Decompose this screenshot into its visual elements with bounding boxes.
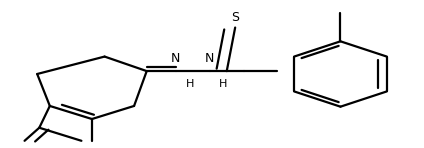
Text: N: N xyxy=(171,52,180,65)
Text: H: H xyxy=(185,79,194,89)
Text: H: H xyxy=(219,79,228,89)
Text: S: S xyxy=(231,11,239,24)
Text: N: N xyxy=(205,52,214,65)
